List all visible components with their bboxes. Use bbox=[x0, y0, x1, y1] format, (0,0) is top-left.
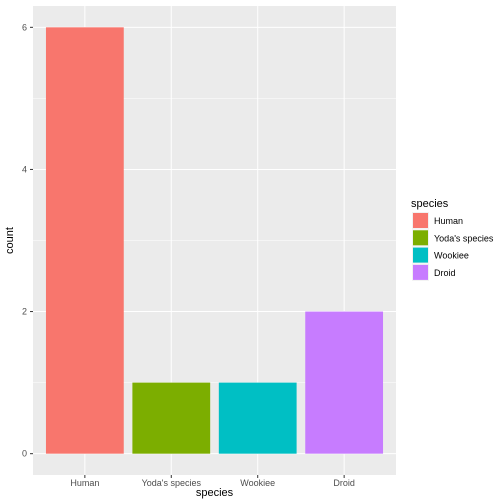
legend-label: Yoda's species bbox=[434, 233, 494, 243]
y-axis: 0 2 4 6 bbox=[22, 22, 33, 459]
legend-label: Wookiee bbox=[434, 251, 469, 261]
x-axis-title: species bbox=[196, 487, 234, 499]
y-tick-label: 0 bbox=[22, 449, 27, 459]
legend-label: Droid bbox=[434, 268, 456, 278]
legend-swatch bbox=[413, 213, 428, 228]
bars bbox=[45, 27, 384, 454]
x-tick-label: Human bbox=[70, 478, 99, 488]
x-axis: Human Yoda's species Wookiee Droid bbox=[70, 475, 355, 488]
legend-swatch bbox=[413, 264, 428, 280]
legend-swatch bbox=[413, 247, 428, 263]
y-tick-label: 6 bbox=[22, 22, 27, 32]
legend-title: species bbox=[411, 198, 449, 210]
legend-label: Human bbox=[434, 216, 463, 226]
x-tick-label: Wookiee bbox=[240, 478, 275, 488]
x-tick-label: Droid bbox=[333, 478, 355, 488]
bar bbox=[45, 27, 124, 454]
legend-swatch bbox=[413, 230, 428, 246]
legend-items: Human Yoda's species Wookiee Droid bbox=[412, 212, 494, 281]
y-tick-label: 2 bbox=[22, 307, 27, 317]
y-axis-title: count bbox=[4, 227, 16, 254]
bar bbox=[218, 382, 297, 454]
bar bbox=[132, 382, 211, 454]
legend: species Human Yoda's species Wookiee Droid bbox=[411, 198, 494, 281]
bar bbox=[305, 311, 384, 454]
x-tick-label: Yoda's species bbox=[142, 478, 202, 488]
y-tick-label: 4 bbox=[22, 164, 27, 174]
